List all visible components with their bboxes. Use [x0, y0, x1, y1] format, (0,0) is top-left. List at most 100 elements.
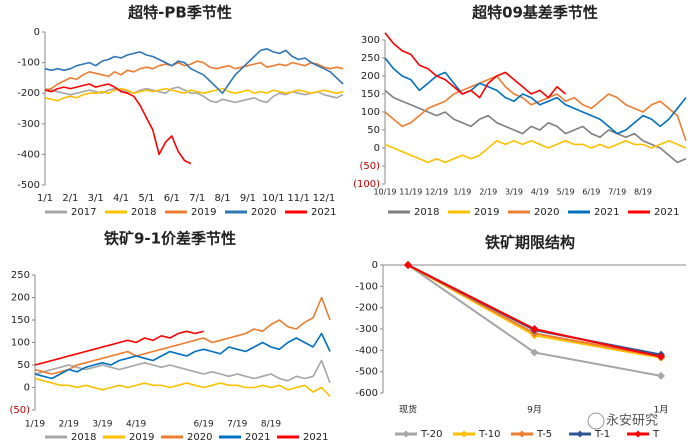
legend-label: 2021	[303, 432, 328, 443]
legend-label: 2018	[71, 432, 96, 443]
x-tick-label: 7/1	[189, 193, 205, 204]
x-tick-label: 12/19	[425, 188, 448, 197]
series-line	[384, 89, 687, 164]
x-tick-label: 1月	[654, 405, 669, 416]
y-tick-label: -200	[355, 303, 378, 314]
series-line	[384, 32, 567, 99]
series-line	[44, 48, 344, 94]
legend-label: 2019	[129, 432, 154, 443]
legend-label: 2021	[311, 207, 336, 218]
y-tick-label: 100	[361, 107, 380, 118]
x-tick-label: 1/1	[37, 193, 53, 204]
x-tick-label: 现货	[399, 404, 417, 416]
y-tick-label: 200	[11, 293, 30, 304]
x-tick-label: 3/19	[92, 420, 112, 430]
legend-marker	[460, 430, 468, 438]
y-tick-label: 0	[34, 27, 40, 38]
series-line	[384, 140, 687, 164]
x-tick-label: 3/1	[88, 193, 104, 204]
y-tick-label: (100)	[353, 179, 380, 190]
point-marker	[530, 348, 539, 357]
x-tick-label: 4/19	[126, 420, 146, 430]
x-tick-label: 3/19	[505, 188, 523, 197]
series-line	[407, 264, 662, 358]
x-tick-label: 4/19	[531, 188, 549, 197]
x-tick-label: 6/1	[164, 193, 180, 204]
y-tick-label: -500	[17, 180, 40, 191]
series-line	[34, 330, 204, 366]
x-tick-label: 12/1	[313, 193, 335, 204]
y-tick-label: 50	[367, 125, 380, 136]
y-tick-label: 50	[17, 360, 30, 371]
chart-title: 超特-PB季节性	[127, 4, 232, 22]
watermark: 永安研究	[606, 414, 658, 429]
x-tick-label: 6/19	[193, 420, 213, 430]
legend-marker	[518, 430, 526, 438]
series-line	[34, 377, 331, 398]
legend-marker	[634, 430, 642, 438]
legend-label: T-1	[594, 429, 610, 440]
y-tick-label: (50)	[9, 405, 30, 416]
y-tick-label: -300	[17, 119, 40, 130]
y-tick-label: 100	[11, 338, 30, 349]
legend-label: 2020	[187, 432, 212, 443]
series-line	[34, 359, 331, 384]
y-tick-label: 0	[374, 143, 380, 154]
chart-title: 超特09基差季节性	[471, 4, 598, 22]
series-line	[407, 264, 662, 356]
legend-label: T-20	[420, 429, 443, 440]
y-tick-label: -400	[17, 149, 40, 160]
x-tick-label: 8/1	[214, 193, 230, 204]
series-line	[34, 296, 331, 375]
x-tick-label: 2/19	[479, 188, 497, 197]
series-line	[44, 60, 344, 91]
legend-label: 2020	[251, 207, 276, 218]
legend-label: 2019	[474, 207, 499, 218]
x-tick-label: 5/19	[557, 188, 575, 197]
series-line	[407, 264, 662, 358]
x-tick-label: 10/1	[262, 193, 284, 204]
x-tick-label: 8/19	[261, 420, 281, 430]
y-tick-label: 200	[361, 71, 380, 82]
x-tick-label: 9月	[527, 405, 542, 416]
y-tick-label: 0	[24, 383, 30, 394]
x-tick-label: 7/19	[608, 188, 626, 197]
series-line	[34, 332, 331, 380]
legend-label: 2021	[594, 207, 619, 218]
legend-marker	[402, 430, 410, 438]
y-tick-label: -400	[355, 345, 378, 356]
y-tick-label: -500	[355, 367, 378, 378]
y-tick-label: -300	[355, 324, 378, 335]
series-line	[384, 75, 687, 142]
point-marker	[657, 352, 665, 361]
series-line	[407, 264, 662, 359]
legend-label: 2021	[654, 207, 679, 218]
x-tick-label: 11/19	[399, 188, 422, 197]
y-tick-label: -200	[17, 88, 40, 99]
legend-label: 2019	[191, 207, 216, 218]
y-tick-label: 150	[11, 315, 30, 326]
x-tick-label: 2/1	[62, 193, 78, 204]
legend-label: T-5	[536, 429, 552, 440]
chart-title: 铁矿9-1价差季节性	[104, 230, 236, 248]
x-tick-label: 11/1	[287, 193, 309, 204]
legend-marker	[576, 430, 584, 438]
x-tick-label: 7/19	[227, 420, 247, 430]
series-line	[384, 57, 687, 135]
legend-label: T-10	[478, 429, 501, 440]
legend-label: T	[652, 429, 660, 440]
point-marker	[530, 325, 539, 333]
series-line	[44, 83, 192, 165]
watermark-icon	[587, 412, 605, 430]
legend-label: 2020	[534, 207, 559, 218]
legend-label: 2017	[71, 207, 96, 218]
y-tick-label: 250	[11, 270, 30, 281]
legend-label: 2018	[414, 207, 439, 218]
x-tick-label: 4/1	[113, 193, 129, 204]
point-marker	[404, 261, 412, 269]
y-tick-label: 300	[361, 35, 380, 46]
point-marker	[657, 371, 665, 380]
series-line	[407, 264, 662, 377]
y-tick-label: -100	[17, 58, 40, 69]
